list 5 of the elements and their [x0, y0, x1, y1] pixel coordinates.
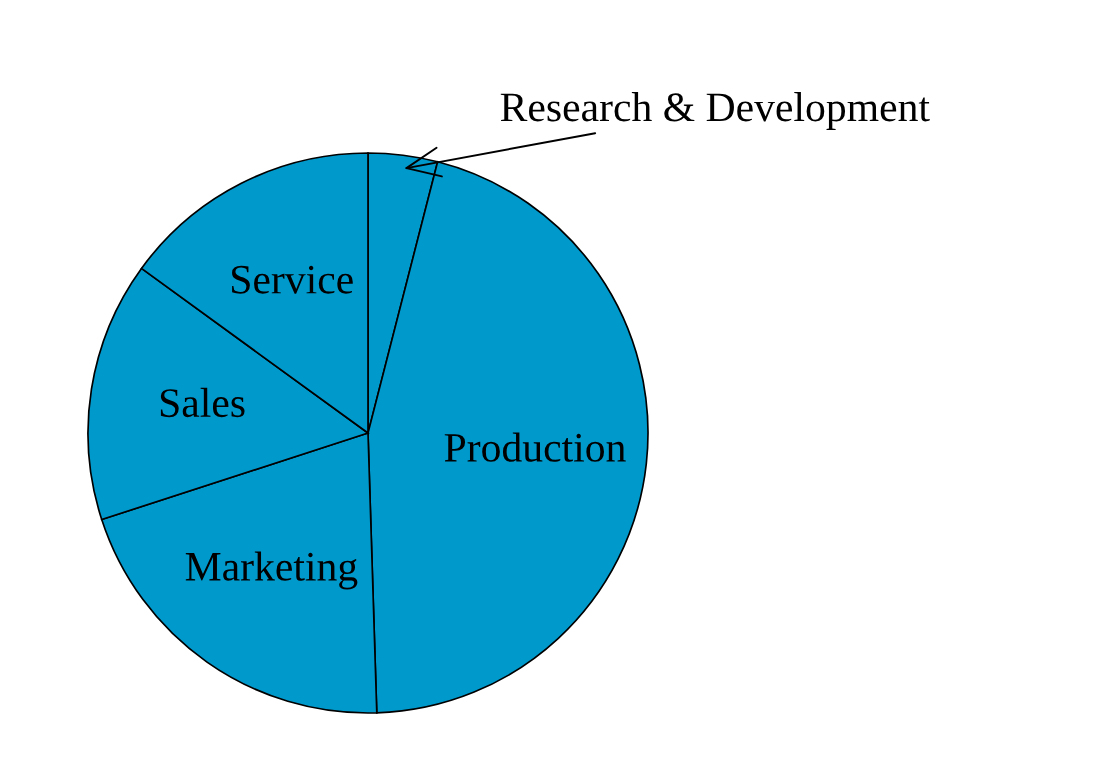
- slice-label: Sales: [160, 387, 245, 418]
- slice-label: Marketing: [185, 551, 358, 590]
- slice-label: Service: [232, 265, 353, 294]
- slice-label: Research & Development: [500, 92, 930, 130]
- slice-label: Production: [444, 432, 626, 462]
